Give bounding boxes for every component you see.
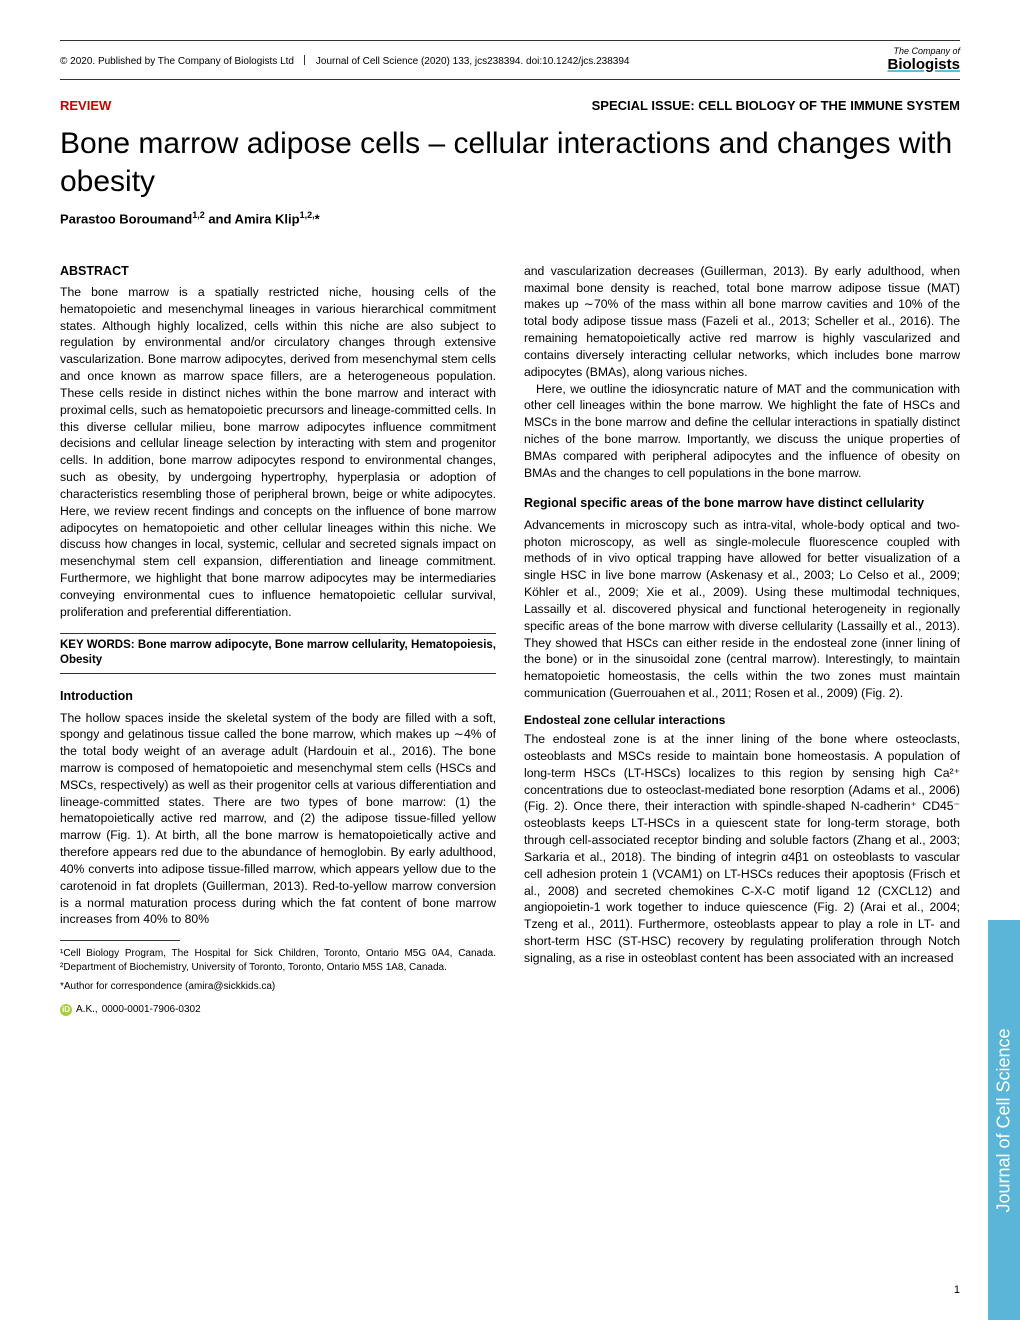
- footnote-rule: [60, 940, 180, 941]
- orcid-footnote: iD A.K., 0000-0001-7906-0302: [60, 1003, 201, 1017]
- journal-side-tab: Journal of Cell Science: [988, 920, 1020, 1320]
- abstract-text: The bone marrow is a spatially restricte…: [60, 284, 496, 621]
- review-line: REVIEW SPECIAL ISSUE: CELL BIOLOGY OF TH…: [60, 98, 960, 113]
- special-issue-label: SPECIAL ISSUE: CELL BIOLOGY OF THE IMMUN…: [592, 98, 960, 113]
- correspondence-footnote: *Author for correspondence (amira@sickki…: [60, 980, 496, 994]
- author-1-affil: 1,2: [192, 210, 205, 220]
- page-number: 1: [954, 1284, 960, 1296]
- header-bar: © 2020. Published by The Company of Biol…: [60, 40, 960, 80]
- corresponding-star: *: [315, 212, 320, 227]
- author-2-affil: 1,2,: [300, 210, 315, 220]
- orcid-initials: A.K.,: [76, 1003, 98, 1017]
- regional-paragraph-1: Advancements in microscopy such as intra…: [524, 517, 960, 702]
- left-column: ABSTRACT The bone marrow is a spatially …: [60, 263, 496, 1023]
- author-1: Parastoo Boroumand: [60, 212, 192, 227]
- side-tab-label: Journal of Cell Science: [994, 1028, 1015, 1212]
- right-paragraph-1: and vascularization decreases (Guillerma…: [524, 263, 960, 381]
- endosteal-paragraph-1: The endosteal zone is at the inner linin…: [524, 731, 960, 967]
- journal-reference: Journal of Cell Science (2020) 133, jcs2…: [316, 56, 630, 67]
- orcid-icon: iD: [60, 1004, 72, 1016]
- article-title: Bone marrow adipose cells – cellular int…: [60, 125, 960, 200]
- header-left: © 2020. Published by The Company of Biol…: [60, 51, 629, 69]
- abstract-heading: ABSTRACT: [60, 263, 496, 280]
- orcid-id[interactable]: 0000-0001-7906-0302: [102, 1003, 201, 1017]
- section-regional-heading: Regional specific areas of the bone marr…: [524, 495, 960, 512]
- right-column: and vascularization decreases (Guillerma…: [524, 263, 960, 1023]
- header-divider: [304, 55, 305, 65]
- two-column-layout: ABSTRACT The bone marrow is a spatially …: [60, 263, 960, 1023]
- keywords: KEY WORDS: Bone marrow adipocyte, Bone m…: [60, 633, 496, 675]
- copyright-text: © 2020. Published by The Company of Biol…: [60, 56, 294, 67]
- right-paragraph-2: Here, we outline the idiosyncratic natur…: [524, 381, 960, 482]
- affiliations-footnote: ¹Cell Biology Program, The Hospital for …: [60, 947, 496, 974]
- authors: Parastoo Boroumand1,2 and Amira Klip1,2,…: [60, 210, 960, 226]
- endosteal-subheading: Endosteal zone cellular interactions: [524, 712, 960, 728]
- logo-bottom-line: Biologists: [887, 57, 960, 74]
- intro-paragraph-1: The hollow spaces inside the skeletal sy…: [60, 710, 496, 929]
- publisher-logo: The Company of Biologists: [887, 47, 960, 73]
- introduction-heading: Introduction: [60, 688, 496, 705]
- review-label: REVIEW: [60, 98, 111, 113]
- authors-conjunction: and Amira Klip: [205, 212, 300, 227]
